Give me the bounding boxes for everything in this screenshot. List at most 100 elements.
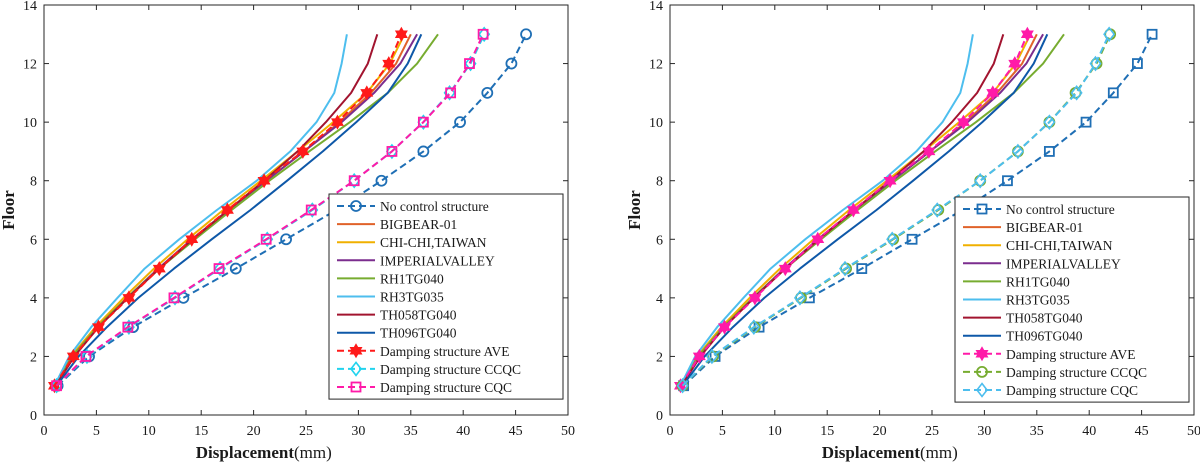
legend-label: IMPERIALVALLEY — [1006, 256, 1121, 271]
legend-label: CHI-CHI,TAIWAN — [1006, 238, 1113, 253]
legend-label: Damping structure CQC — [380, 380, 512, 395]
y-tick-label: 0 — [656, 409, 663, 424]
x-tick-label: 25 — [925, 424, 939, 439]
y-tick-label: 8 — [656, 175, 663, 190]
series-rh3tg035 — [679, 34, 974, 387]
x-axis-unit: (mm) — [920, 443, 958, 462]
y-tick-label: 10 — [649, 116, 663, 131]
data-point-marker — [1146, 28, 1158, 40]
data-point-marker — [185, 235, 199, 247]
data-point-marker — [692, 352, 706, 364]
data-point-marker — [922, 147, 936, 159]
x-tick-label: 5 — [93, 424, 100, 439]
data-point-marker — [1011, 143, 1024, 160]
series-damping-structure-ave — [47, 26, 408, 394]
y-tick-label: 6 — [656, 233, 663, 248]
data-point-marker — [280, 233, 292, 246]
data-point-marker — [386, 146, 398, 157]
legend-marker — [975, 350, 989, 362]
x-tick-label: 45 — [1135, 424, 1149, 439]
data-point-marker — [417, 145, 430, 158]
y-tick-label: 2 — [656, 350, 663, 365]
data-point-marker — [931, 202, 944, 218]
legend-label: TH058TG040 — [380, 308, 457, 323]
x-tick-label: 50 — [561, 424, 575, 439]
x-tick-label: 15 — [194, 424, 208, 439]
x-tick-label: 5 — [719, 424, 726, 439]
legend-label: BIGBEAR-01 — [1006, 220, 1083, 235]
x-axis-label: Displacement — [822, 443, 921, 462]
legend-label: No control structure — [1006, 202, 1115, 217]
data-point-marker — [375, 174, 388, 187]
x-tick-label: 45 — [509, 424, 523, 439]
legend-label: RH1TG040 — [380, 271, 444, 286]
data-point-marker — [1132, 58, 1143, 69]
data-point-marker — [454, 116, 466, 129]
series-th096tg040 — [55, 33, 423, 387]
x-tick-label: 35 — [404, 424, 418, 439]
y-tick-label: 4 — [30, 292, 37, 307]
legend-label: Damping structure AVE — [1006, 347, 1135, 362]
x-tick-label: 20 — [873, 424, 887, 439]
legend: No control structure BIGBEAR-01 CHI-CHI,TA… — [328, 193, 564, 400]
legend-marker — [976, 365, 988, 378]
x-axis-label: Displacement — [196, 443, 295, 462]
data-point-marker — [520, 28, 532, 41]
series-line — [55, 33, 423, 387]
series-th096tg040 — [681, 33, 1049, 387]
y-tick-label: 10 — [23, 116, 37, 131]
data-point-marker — [906, 233, 918, 245]
data-point-marker — [1008, 59, 1022, 72]
data-point-marker — [445, 87, 457, 99]
series-line — [55, 33, 485, 387]
y-axis-label: Floor — [625, 190, 644, 230]
data-point-marker — [257, 176, 271, 189]
data-point-marker — [1043, 146, 1055, 157]
chart-panel-2: 0 5 10 15 20 25 30 35 40 45 50 0 2 4 6 8 10 12 14 Displacem… — [625, 0, 1200, 462]
x-tick-label: 25 — [299, 424, 313, 439]
data-point-marker — [229, 262, 242, 275]
data-point-marker — [122, 321, 134, 333]
data-point-marker — [748, 294, 762, 306]
x-tick-label: 40 — [1082, 424, 1096, 439]
data-point-marker — [778, 264, 792, 277]
data-point-marker — [296, 147, 310, 159]
data-point-marker — [51, 380, 62, 392]
data-point-marker — [382, 59, 396, 72]
x-tick-label: 30 — [351, 424, 365, 439]
legend-marker — [349, 361, 363, 377]
data-point-marker — [846, 206, 860, 218]
x-tick-label: 10 — [768, 424, 782, 439]
data-point-marker — [213, 263, 225, 274]
x-axis-unit: (mm) — [294, 443, 332, 462]
series-line — [681, 33, 1049, 387]
legend-label: RH3TG035 — [380, 290, 444, 305]
legend-marker — [349, 347, 363, 359]
legend-label: Damping structure CQC — [1006, 383, 1138, 398]
data-point-marker — [1089, 55, 1102, 72]
series-line — [679, 34, 974, 387]
data-point-marker — [122, 294, 136, 306]
data-point-marker — [394, 30, 408, 42]
legend-label: TH058TG040 — [1006, 311, 1083, 326]
chart-panel-1: 0 5 10 15 20 25 30 35 40 45 50 0 2 4 6 8 10 12 14 Displacem… — [0, 0, 575, 462]
legend-label: No control structure — [380, 199, 489, 214]
data-point-marker — [168, 292, 180, 304]
data-point-marker — [1107, 87, 1119, 99]
data-point-marker — [974, 172, 987, 189]
y-tick-label: 2 — [30, 350, 37, 365]
data-point-marker — [481, 86, 494, 99]
legend-label: Damping structure CCQC — [1006, 365, 1147, 380]
data-point-marker — [986, 89, 1000, 101]
data-point-marker — [417, 116, 429, 128]
data-point-marker — [348, 175, 360, 187]
x-tick-label: 20 — [247, 424, 261, 439]
data-point-marker — [260, 233, 272, 245]
y-axis-label: Floor — [0, 190, 18, 230]
series-line — [681, 33, 1111, 387]
x-tick-label: 35 — [1030, 424, 1044, 439]
data-point-marker — [66, 352, 80, 364]
data-point-marker — [220, 206, 234, 218]
x-tick-label: 40 — [456, 424, 470, 439]
